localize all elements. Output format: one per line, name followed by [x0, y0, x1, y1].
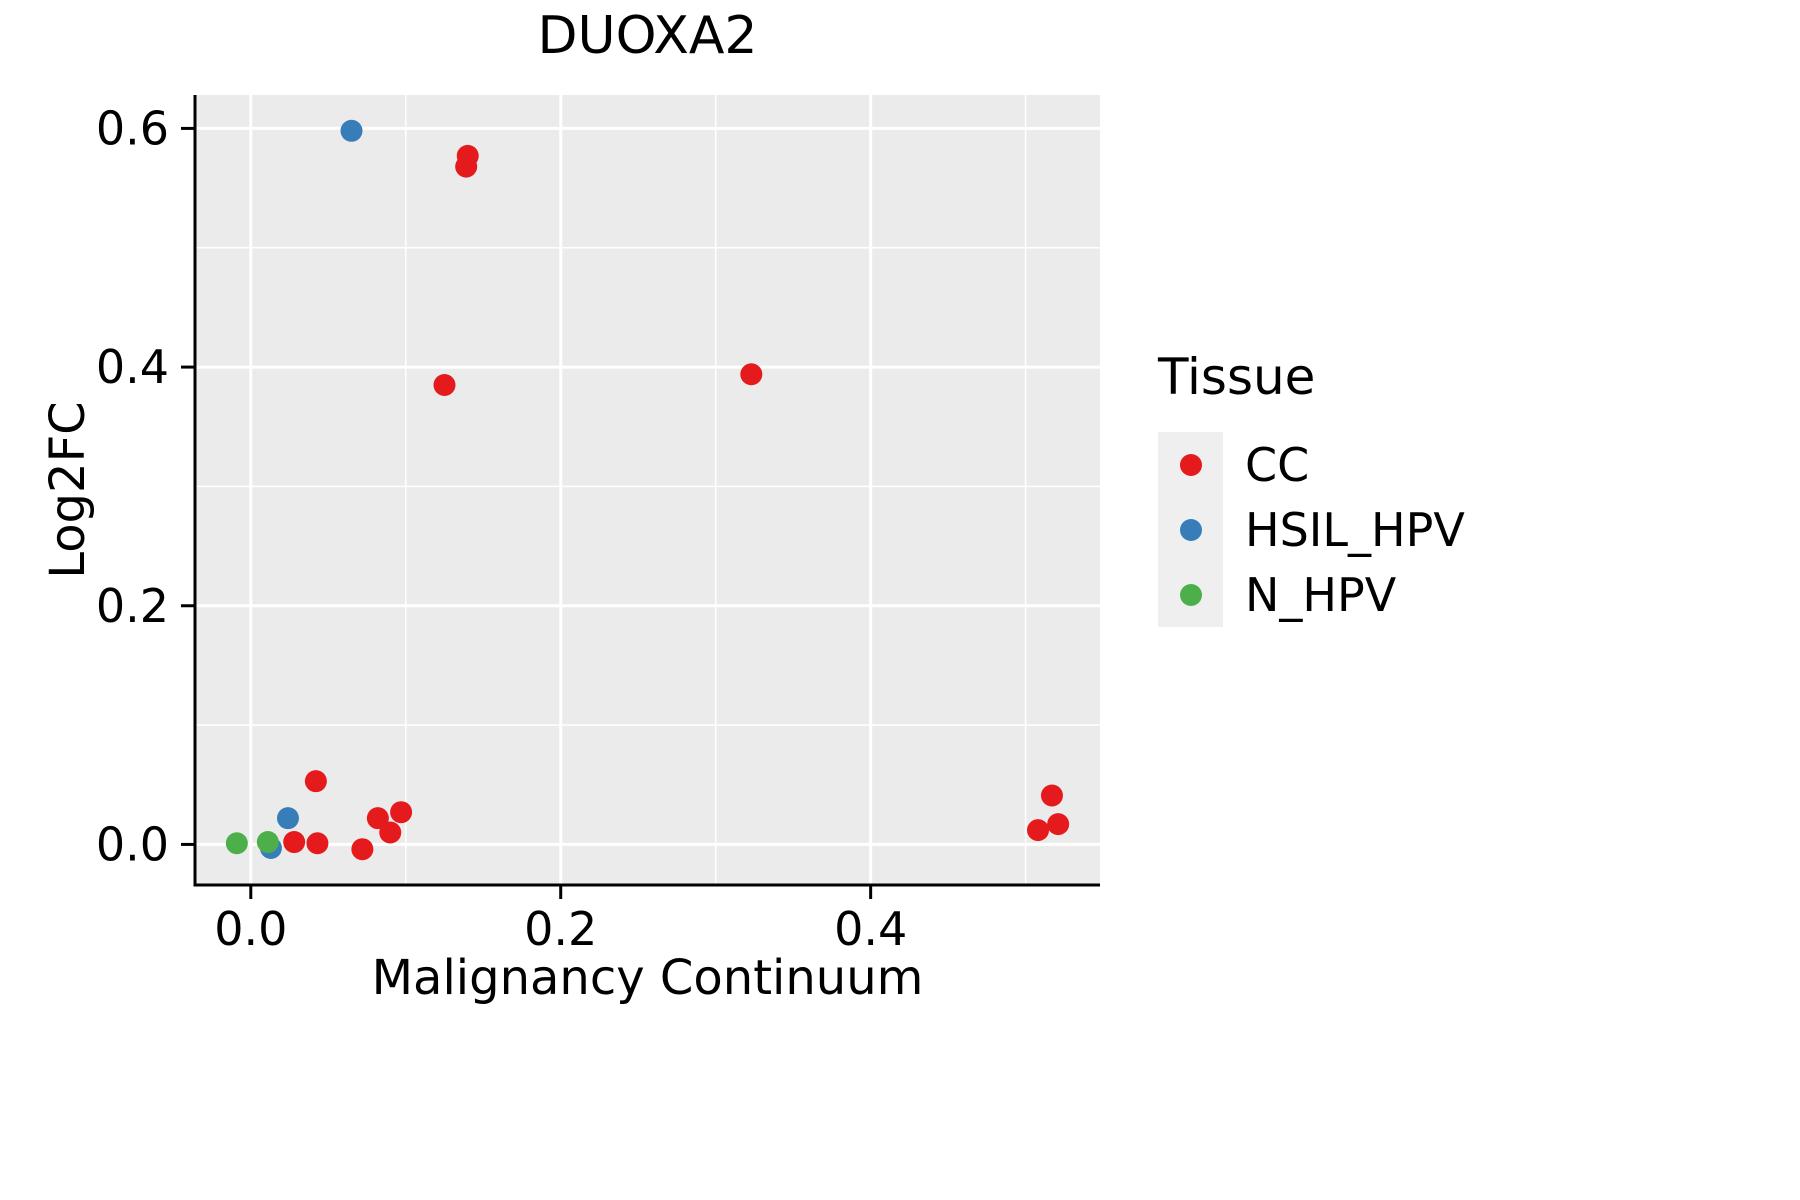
legend-label: N_HPV [1245, 567, 1397, 622]
legend-label: HSIL_HPV [1245, 502, 1465, 557]
legend-dot-icon [1179, 518, 1202, 541]
legend-entry-cc: CC [1158, 432, 1465, 497]
y-tick-label: 0.2 [96, 579, 169, 633]
data-point-cc [390, 801, 413, 824]
data-point-hsil_hpv [276, 807, 299, 830]
data-point-cc [740, 363, 763, 386]
data-point-n_hpv [256, 831, 279, 854]
chart-title: DUOXA2 [537, 6, 758, 66]
x-axis-label: Malignancy Continuum [371, 950, 924, 1006]
data-point-cc [379, 821, 402, 844]
x-tick-label: 0.4 [834, 902, 907, 956]
legend-entry-hsil_hpv: HSIL_HPV [1158, 497, 1465, 562]
data-point-cc [1040, 784, 1063, 807]
data-point-cc [283, 831, 306, 854]
data-point-cc [304, 770, 327, 793]
data-point-cc [1047, 813, 1070, 836]
y-tick-label: 0.6 [96, 101, 169, 155]
x-tick-label: 0.2 [524, 902, 597, 956]
y-tick-label: 0.0 [96, 817, 169, 871]
legend-key [1158, 497, 1223, 562]
legend-title: Tissue [1158, 348, 1316, 406]
legend-key [1158, 432, 1223, 497]
y-tick-label: 0.4 [96, 340, 169, 394]
data-point-cc [455, 155, 478, 178]
x-tick-label: 0.0 [214, 902, 287, 956]
data-point-cc [306, 832, 329, 855]
data-point-n_hpv [225, 832, 248, 855]
data-point-hsil_hpv [340, 119, 363, 142]
legend-dot-icon [1179, 453, 1202, 476]
legend: Tissue CC HSIL_HPV N_HPV [1158, 348, 1465, 627]
data-point-cc [1027, 819, 1050, 842]
data-point-cc [351, 838, 374, 861]
legend-key [1158, 562, 1223, 627]
legend-label: CC [1245, 437, 1310, 492]
data-point-cc [433, 373, 456, 396]
plot-panel [195, 95, 1100, 885]
data-point-cc [366, 807, 389, 830]
legend-entry-n_hpv: N_HPV [1158, 562, 1465, 627]
legend-dot-icon [1179, 583, 1202, 606]
legend-entries: CC HSIL_HPV N_HPV [1158, 432, 1465, 627]
